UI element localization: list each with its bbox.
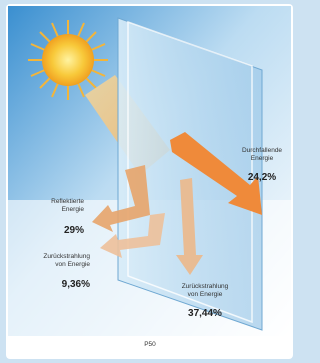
- label-value: 37,44%: [188, 308, 222, 319]
- label-line: Reflektierte: [51, 198, 84, 205]
- label-line: Durchfallende: [242, 147, 282, 154]
- page: Durchfallende Energie 24,2% Reflektierte…: [0, 0, 299, 363]
- label-value: 29%: [64, 225, 84, 236]
- diagram: Durchfallende Energie 24,2% Reflektierte…: [0, 0, 299, 363]
- label-line: Energie: [251, 155, 274, 162]
- label-line: Energie: [62, 206, 85, 213]
- label-value: 24,2%: [248, 172, 276, 183]
- sun: [42, 34, 94, 86]
- caption: P50: [144, 341, 156, 348]
- label-value: 9,36%: [62, 279, 90, 290]
- label-line: Zurückstrahlung: [43, 253, 90, 260]
- label-line: von Energie: [188, 291, 223, 298]
- label-line: Zurückstrahlung: [182, 283, 229, 290]
- label-line: von Energie: [55, 261, 90, 268]
